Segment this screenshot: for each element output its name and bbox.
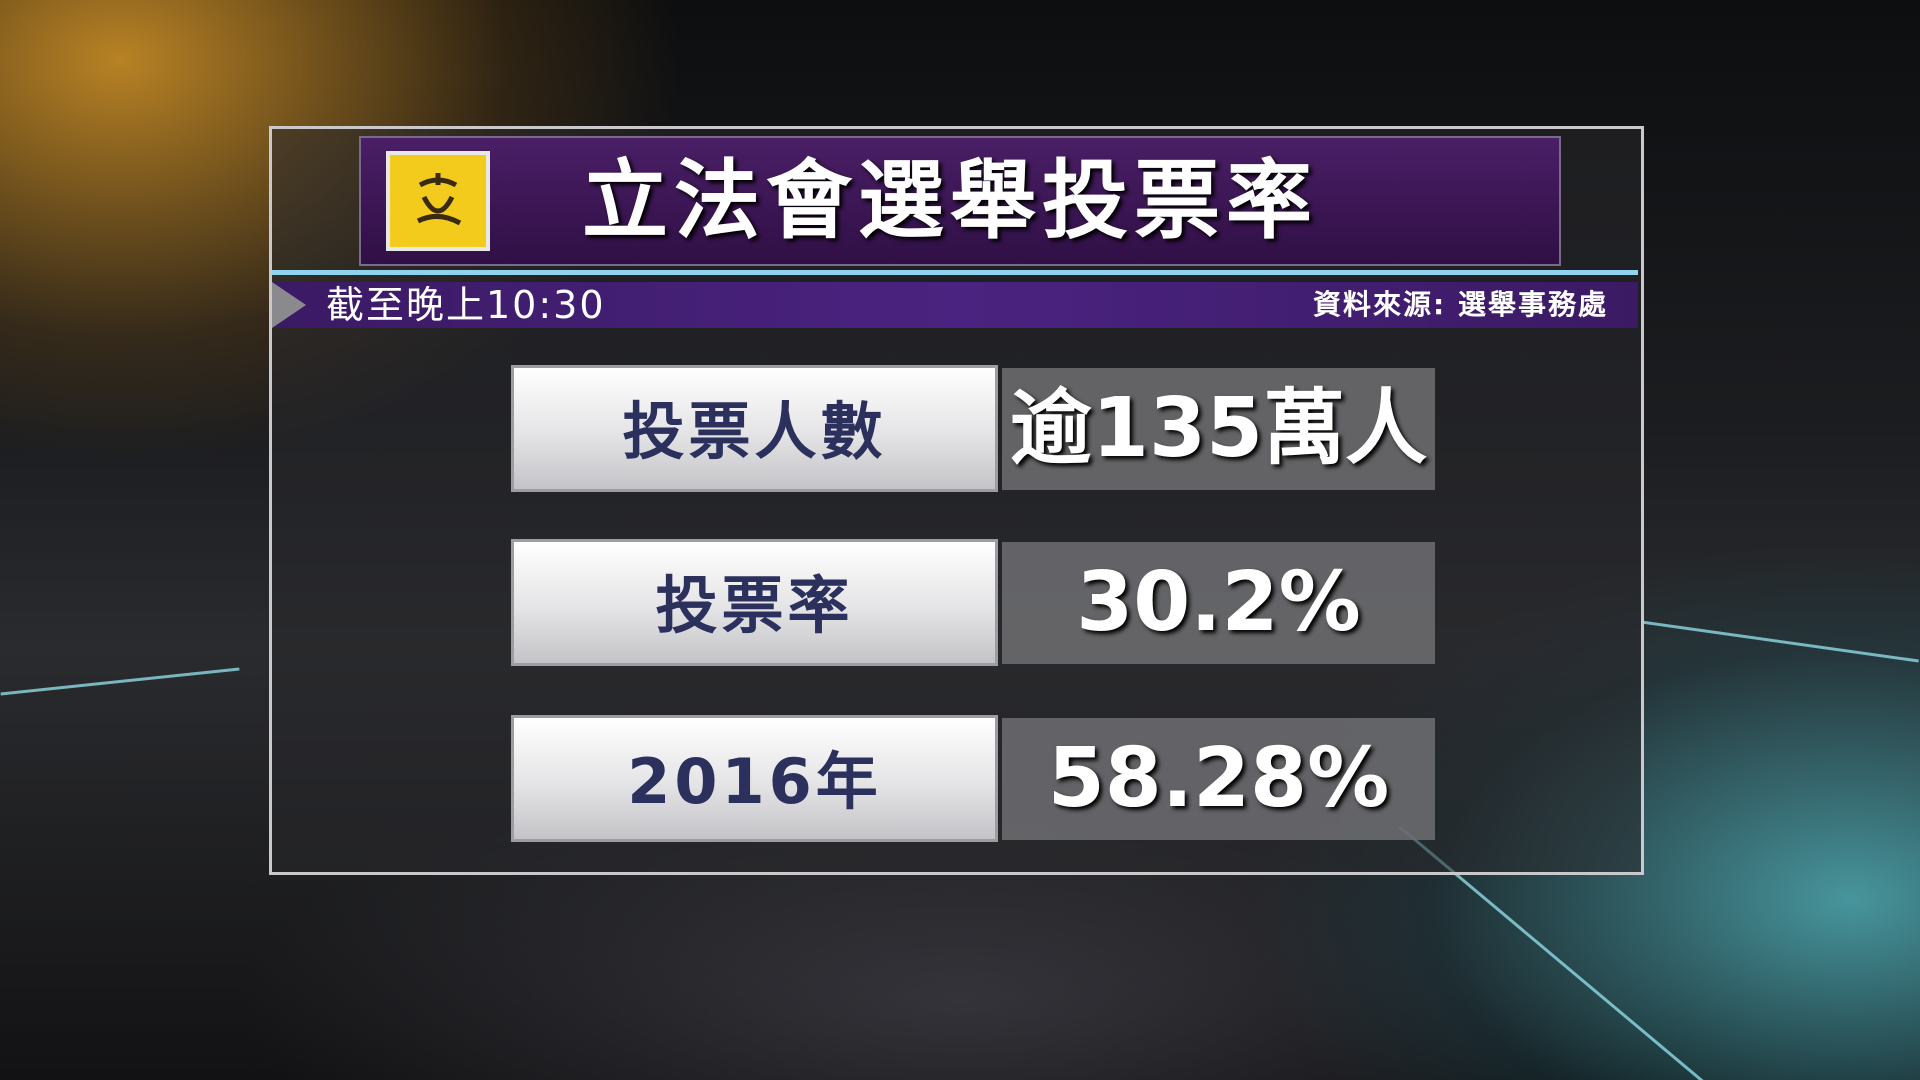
row-value: 30.2%: [1002, 542, 1435, 664]
as-of-time: 截至晚上10:30: [326, 283, 606, 327]
floor-line: [1641, 620, 1919, 663]
arrow-icon: [272, 282, 306, 328]
row-label: 投票人數: [511, 365, 998, 492]
accent-line: [272, 270, 1638, 275]
title: 立法會選舉投票率: [582, 151, 1318, 251]
legco-logo: [386, 151, 490, 251]
row-value: 逾135萬人: [1002, 368, 1435, 490]
source: 資料來源: 選舉事務處: [1313, 288, 1608, 321]
row-label: 投票率: [511, 539, 998, 666]
row-label: 2016年: [511, 715, 998, 842]
sub-bar: [272, 282, 1638, 328]
logo-glyph: [416, 173, 462, 226]
floor-line: [0, 667, 240, 696]
row-value: 58.28%: [1002, 718, 1435, 840]
title-bar: [359, 136, 1561, 266]
